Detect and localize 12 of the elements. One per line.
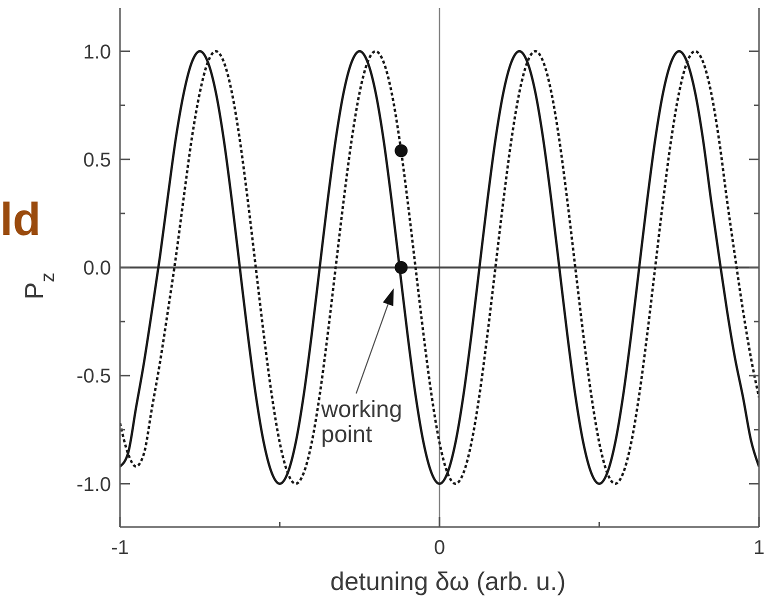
line-series: [120, 50, 759, 485]
annotation: working point: [321, 396, 404, 446]
x-tick-label: -1: [111, 537, 129, 560]
y-tick-label: 0.0: [83, 258, 111, 280]
y-tick-label: 1.0: [83, 41, 111, 64]
x-axis-title: detuning δω (arb. u.): [330, 568, 566, 596]
x-tick-label: 1: [753, 537, 765, 560]
x-tick-label: 0: [434, 537, 446, 560]
text: ld: [0, 193, 41, 245]
y-tick-label: -1.0: [76, 474, 111, 496]
y-tick-label: 0.5: [83, 149, 111, 172]
y-tick-label: -0.5: [76, 366, 111, 388]
